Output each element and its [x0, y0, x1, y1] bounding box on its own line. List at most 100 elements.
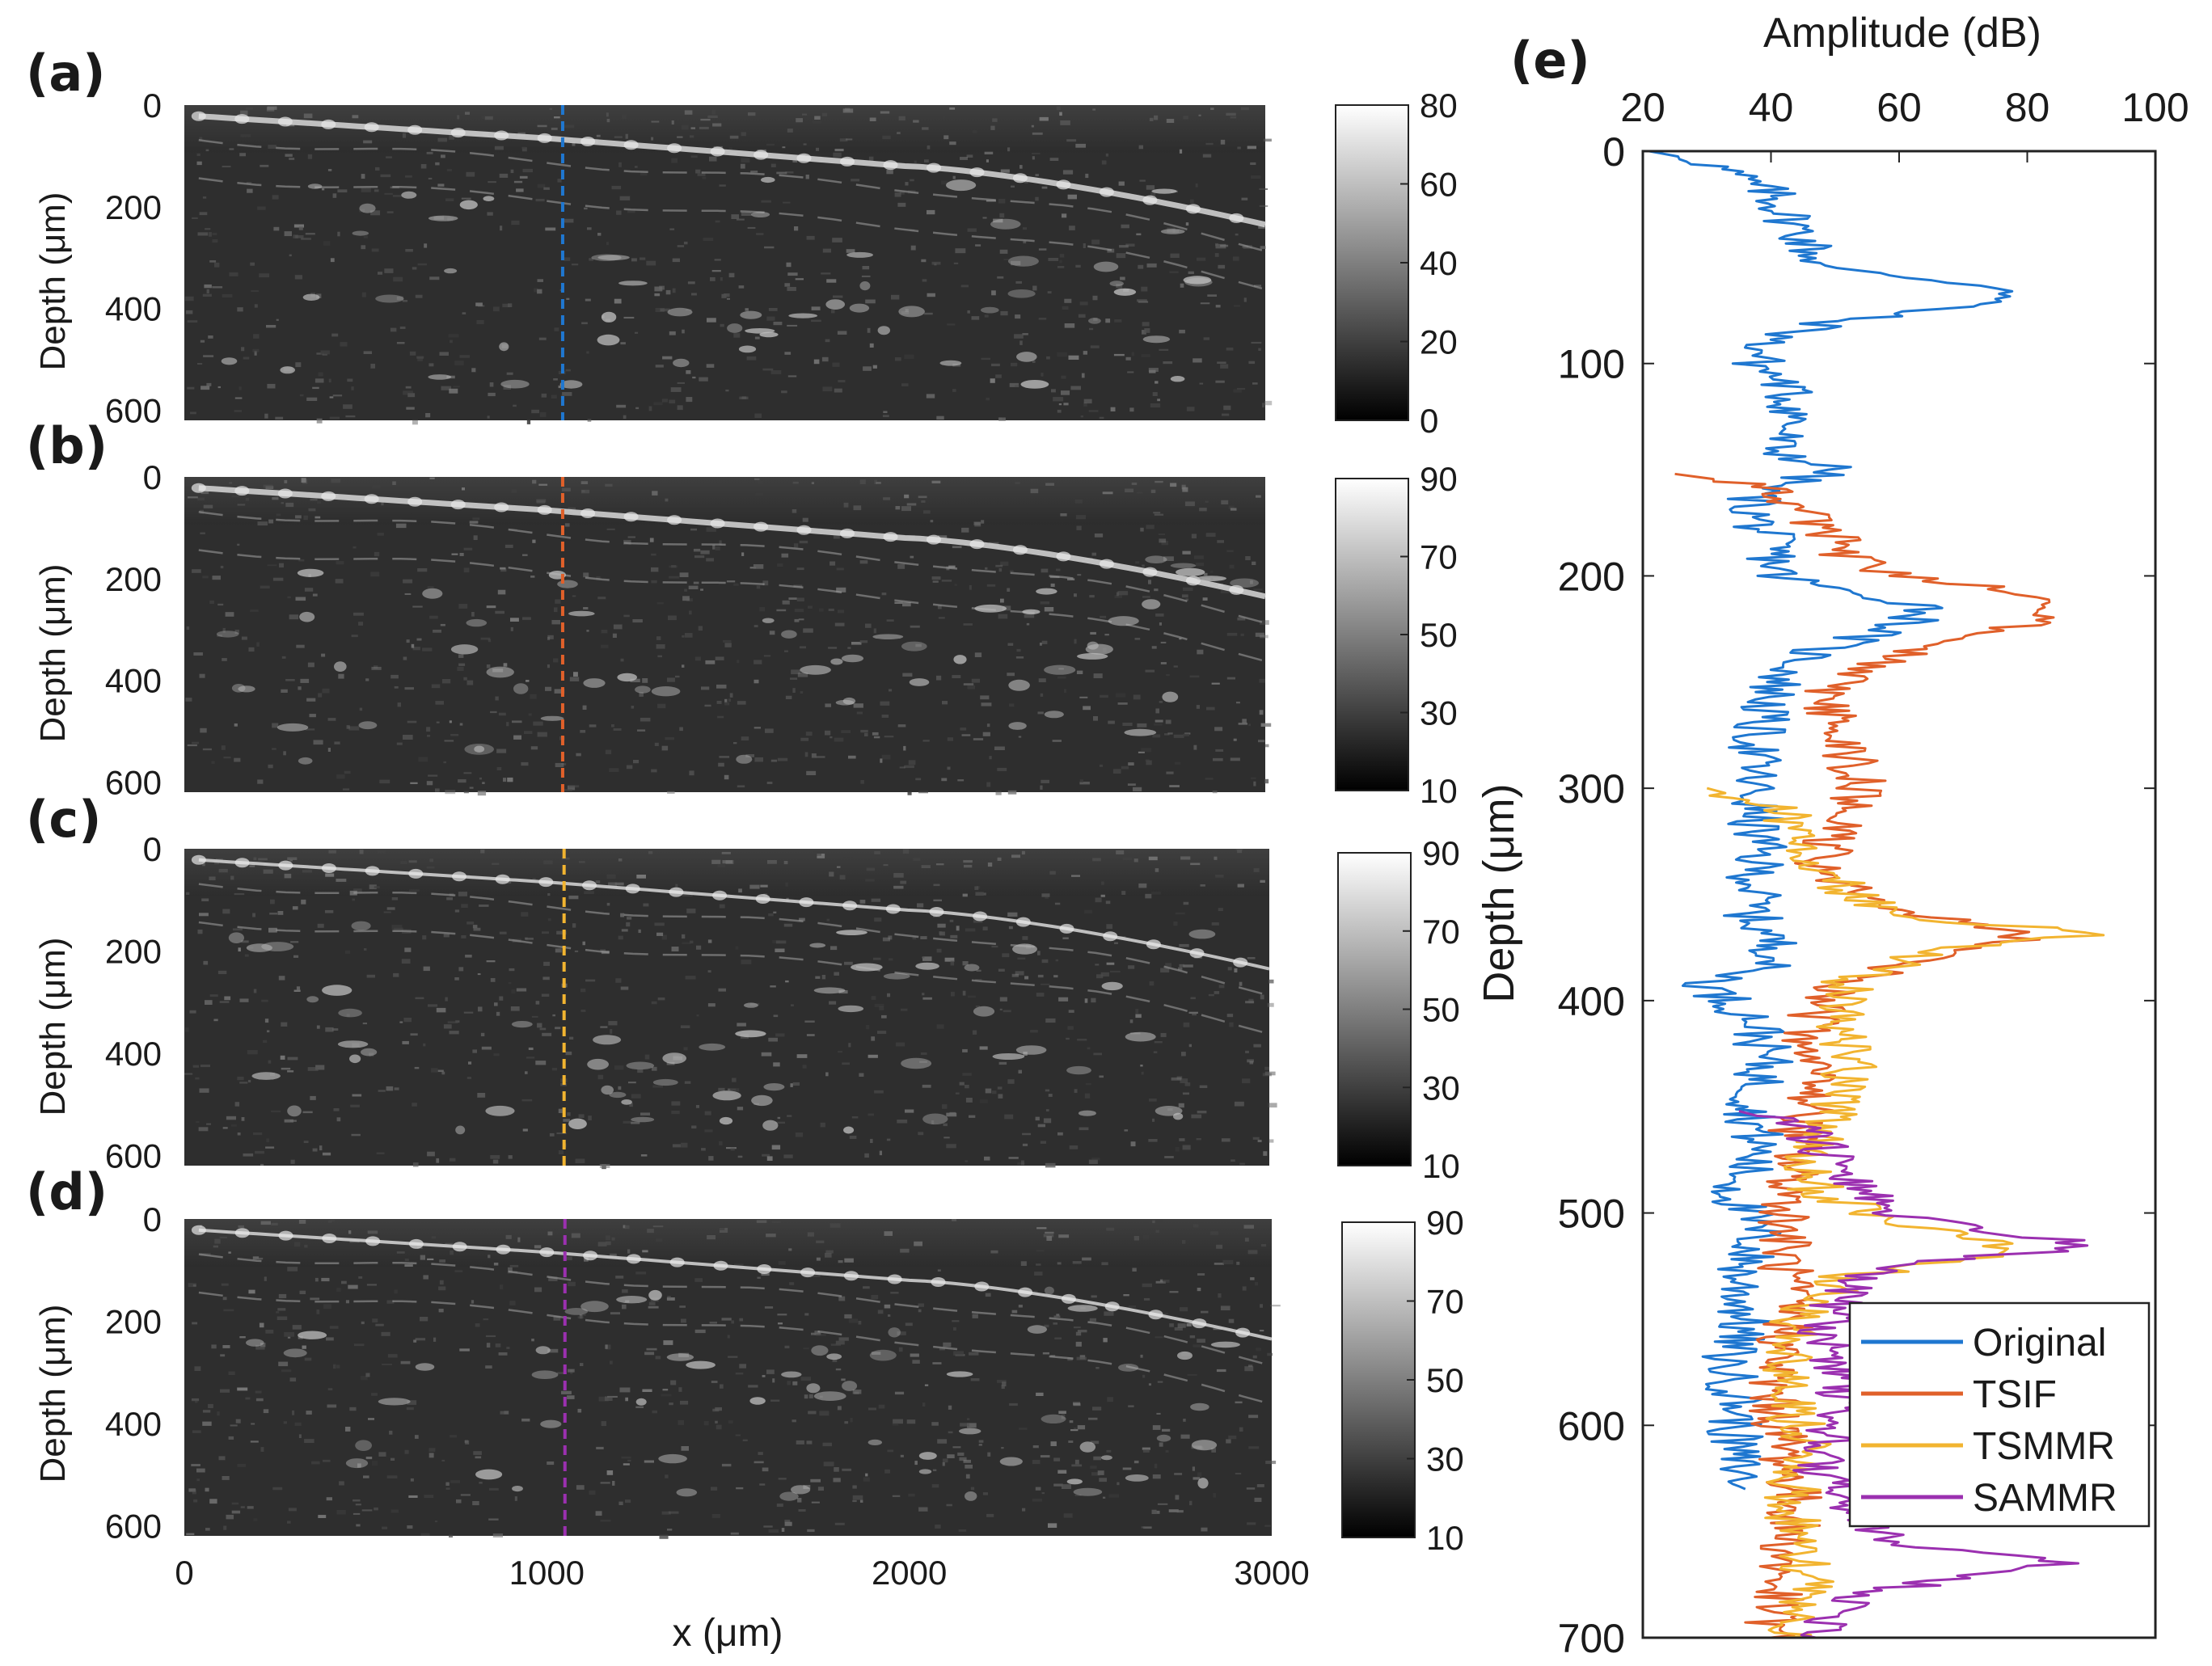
speckle	[935, 1525, 941, 1529]
speckle	[611, 185, 622, 190]
speckle	[326, 1497, 332, 1501]
speckle	[905, 1109, 914, 1113]
speckle	[443, 934, 450, 938]
speckle	[859, 1073, 864, 1077]
speckle	[584, 207, 588, 210]
chart-x-axis-label: Amplitude (dB)	[1763, 10, 2041, 57]
speckle	[307, 1067, 319, 1071]
speckle	[605, 1396, 613, 1401]
speckle	[1248, 1364, 1253, 1368]
cell-speck	[719, 1116, 733, 1125]
speckle	[764, 1306, 774, 1309]
speckle	[1100, 894, 1105, 897]
cell-speck	[1230, 578, 1259, 588]
speckle	[669, 331, 676, 335]
speckle	[829, 1001, 837, 1005]
speckle	[775, 940, 787, 944]
speckle	[1056, 106, 1061, 111]
speckle	[656, 644, 665, 649]
speckle	[1119, 245, 1129, 248]
speckle	[1159, 538, 1167, 543]
speckle	[323, 1459, 331, 1462]
cell-speck	[428, 374, 452, 380]
speckle	[1215, 380, 1225, 383]
speckle	[445, 1487, 450, 1490]
speckle	[982, 1492, 988, 1495]
speckle	[1040, 601, 1050, 605]
speckle	[1089, 327, 1094, 331]
speckle	[794, 609, 804, 613]
cell-speck	[1007, 289, 1036, 298]
speckle	[568, 895, 579, 900]
speckle	[298, 226, 303, 230]
speckle	[1045, 1231, 1054, 1234]
speckle	[562, 392, 572, 396]
speckle	[1203, 337, 1209, 340]
speckle	[895, 506, 901, 510]
speckle	[201, 491, 209, 495]
speckle	[294, 109, 304, 112]
speckle	[551, 1067, 558, 1071]
speckle	[187, 386, 195, 390]
speckle	[374, 886, 380, 888]
speckle	[661, 934, 667, 940]
speckle	[1061, 390, 1070, 395]
speckle	[1231, 1159, 1235, 1162]
colorbar-tick-label: 90	[1426, 1204, 1464, 1242]
speckle	[437, 137, 447, 142]
speckle	[965, 1098, 973, 1103]
speckle	[429, 477, 435, 479]
speckle	[267, 564, 277, 567]
speckle	[787, 1115, 792, 1117]
cell-speck	[673, 358, 690, 368]
speckle	[296, 986, 301, 990]
cell-speck	[838, 1005, 864, 1013]
speckle	[213, 861, 219, 865]
speckle	[189, 1010, 196, 1014]
speckle	[1205, 142, 1214, 146]
speckle	[777, 757, 788, 761]
speckle	[787, 324, 798, 327]
surface-speck	[931, 1277, 946, 1287]
speckle	[792, 159, 798, 162]
speckle	[686, 909, 696, 913]
speckle	[458, 967, 464, 972]
speckle	[408, 860, 417, 863]
speckle	[651, 580, 657, 584]
speckle	[572, 923, 576, 928]
speckle	[460, 1494, 471, 1496]
speckle	[228, 1436, 234, 1440]
speckle	[1165, 1450, 1169, 1453]
speckle	[264, 1276, 267, 1281]
surface-speck	[1148, 1310, 1163, 1320]
speckle	[281, 689, 288, 693]
speckle	[393, 972, 399, 977]
speckle	[931, 1422, 939, 1426]
speckle	[778, 1261, 786, 1265]
cell-speck	[609, 1091, 627, 1099]
speckle	[328, 378, 331, 383]
cell-speck	[474, 745, 485, 753]
speckle	[717, 715, 724, 719]
speckle	[931, 1120, 935, 1124]
speckle	[703, 238, 714, 241]
speckle	[947, 323, 956, 326]
speckle	[528, 713, 532, 716]
speckle	[1131, 482, 1138, 485]
speckle	[1193, 555, 1204, 559]
speckle	[865, 879, 875, 882]
speckle	[775, 1121, 785, 1124]
speckle	[1151, 892, 1161, 895]
cell-speck	[1183, 276, 1212, 285]
speckle	[431, 1068, 438, 1073]
speckle	[402, 1040, 409, 1044]
surface-speck	[450, 500, 466, 510]
colorbar-gradient	[1335, 104, 1409, 421]
speckle	[568, 507, 576, 511]
speckle	[1071, 1464, 1083, 1467]
speckle	[695, 1105, 699, 1108]
speckle	[1121, 224, 1129, 229]
speckle	[503, 778, 507, 782]
speckle	[1165, 719, 1171, 724]
